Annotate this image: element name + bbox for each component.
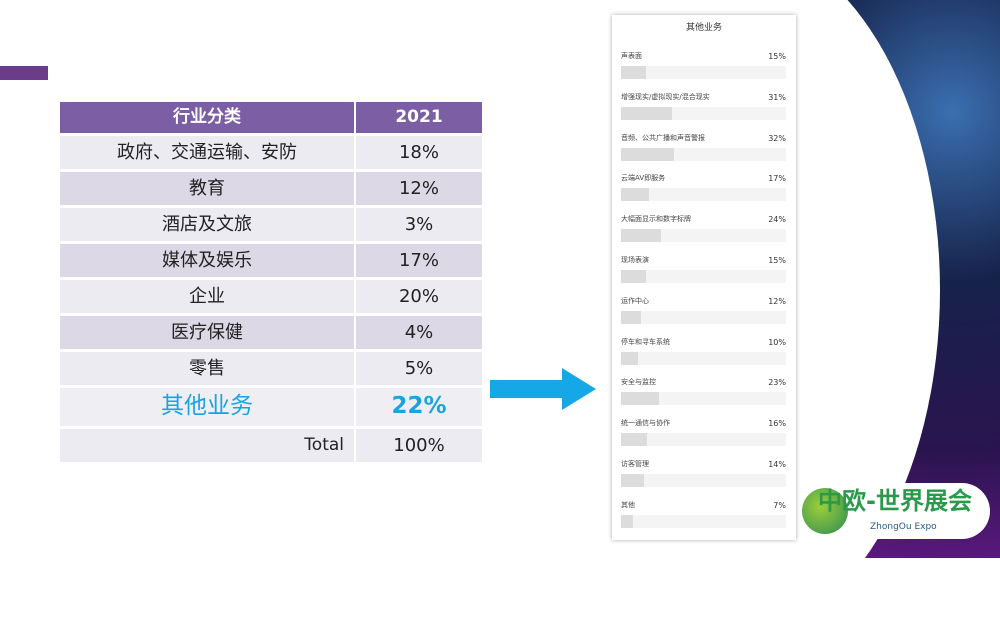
bar-track [621, 310, 786, 324]
bar-label: 安全与监控 [621, 378, 656, 387]
bar-item: 增强现实/虚拟现实/混合现实 31% [621, 93, 786, 125]
bar-fill [621, 351, 638, 365]
bar-label: 音频、公共广播和声音警报 [621, 133, 705, 142]
bar-label: 声表面 [621, 52, 642, 60]
bar-item: 运作中心 12% [621, 297, 786, 329]
value-cell: 5% [356, 352, 484, 385]
bar-fill [621, 310, 641, 324]
bar-fill [621, 270, 646, 283]
bar-track [621, 229, 786, 243]
industry-table: 行业分类 2021 政府、交通运输、安防 18% 教育 12% 酒店及文旅 3% 媒体及娱乐… [60, 99, 484, 465]
logo: 中欧-世界展会 ZhongOu Expo [800, 483, 990, 539]
table-row: 教育 12% [60, 172, 484, 205]
bar-label: 云端AV即服务 [621, 174, 666, 183]
bar-track [621, 474, 786, 487]
bar-label: 运作中心 [621, 296, 649, 305]
bar-item: 访客管理 14% [621, 460, 786, 492]
bar-label: 其他 [621, 500, 635, 509]
table-row-total: Total 100% [60, 429, 484, 462]
table-row-highlight: 其他业务 22% [60, 388, 484, 426]
header-year: 2021 [356, 102, 484, 133]
table-row: 医疗保健 4% [60, 316, 484, 349]
table-header: 行业分类 2021 [60, 102, 484, 133]
value-cell: 18% [356, 136, 484, 169]
category-cell: 政府、交通运输、安防 [60, 136, 356, 169]
bar-percent: 17% [768, 174, 786, 184]
bar-item: 其他 7% [621, 501, 786, 533]
bar-fill [621, 229, 661, 243]
bar-track [621, 392, 786, 406]
table-row: 酒店及文旅 3% [60, 208, 484, 241]
bar-track [621, 270, 786, 283]
table-row: 政府、交通运输、安防 18% [60, 136, 484, 169]
logo-text: 中欧-世界展会 [818, 487, 972, 515]
bar-percent: 15% [768, 256, 786, 265]
bar-fill [621, 188, 650, 202]
panel-title: 其他业务 [685, 23, 722, 33]
bar-label: 现场表演 [621, 256, 649, 264]
other-business-panel: 其他业务 声表面 15% 增强现实/虚拟现实/混合现实 31% 音频、公共广播和声音警报… [612, 15, 796, 540]
value-cell: 12% [356, 172, 484, 205]
bar-item: 声表面 15% [621, 52, 786, 84]
logo-subtext: ZhongOu Expo [870, 522, 937, 532]
bar-percent: 32% [768, 133, 786, 143]
category-cell: 企业 [60, 280, 356, 313]
bar-track [621, 188, 786, 202]
category-cell: 医疗保健 [60, 316, 356, 349]
category-cell: 酒店及文旅 [60, 208, 356, 241]
bar-item: 现场表演 15% [621, 256, 786, 288]
bar-label: 统一通信与协作 [621, 419, 670, 428]
bar-track [621, 351, 786, 365]
bar-fill [621, 147, 674, 161]
table-row: 企业 20% [60, 280, 484, 313]
globe-icon [802, 488, 848, 534]
bar-fill [621, 106, 673, 120]
header-category: 行业分类 [60, 102, 356, 133]
bar-label: 增强现实/虚拟现实/混合现实 [621, 92, 710, 101]
value-cell: 3% [356, 208, 484, 241]
table-row: 媒体及娱乐 17% [60, 244, 484, 277]
bar-track [621, 147, 786, 161]
arrow-right-icon [490, 368, 596, 410]
bar-percent: 15% [768, 52, 786, 61]
bar-track [621, 106, 786, 120]
bar-item: 停车和寻车系统 10% [621, 338, 786, 370]
bar-percent: 10% [768, 337, 786, 347]
bar-fill [621, 474, 645, 487]
bar-label: 大幅面显示和数字标牌 [621, 215, 691, 224]
bar-fill [621, 433, 648, 447]
category-cell: Total [60, 429, 356, 462]
bar-label: 访客管理 [621, 460, 649, 468]
category-cell: 媒体及娱乐 [60, 244, 356, 277]
value-cell: 4% [356, 316, 484, 349]
bar-percent: 23% [768, 378, 786, 388]
bar-fill [621, 514, 633, 528]
bar-track [621, 433, 786, 447]
bar-percent: 7% [773, 500, 786, 510]
bar-item: 安全与监控 23% [621, 378, 786, 410]
bar-item: 大幅面显示和数字标牌 24% [621, 215, 786, 247]
bar-percent: 16% [768, 419, 786, 429]
bar-percent: 31% [768, 92, 786, 102]
bar-fill [621, 392, 659, 406]
accent-bar [0, 66, 48, 80]
bar-item: 云端AV即服务 17% [621, 174, 786, 206]
bar-track [621, 66, 786, 79]
value-cell: 20% [356, 280, 484, 313]
bar-track [621, 514, 786, 528]
value-cell: 17% [356, 244, 484, 277]
category-cell: 教育 [60, 172, 356, 205]
bar-percent: 12% [768, 296, 786, 306]
bar-item: 音频、公共广播和声音警报 32% [621, 134, 786, 166]
table-row: 零售 5% [60, 352, 484, 385]
bar-percent: 24% [768, 215, 786, 225]
category-cell: 零售 [60, 352, 356, 385]
bar-fill [621, 66, 646, 79]
value-cell: 22% [356, 388, 484, 426]
bar-item: 统一通信与协作 16% [621, 419, 786, 451]
bar-percent: 14% [768, 460, 786, 469]
category-cell: 其他业务 [60, 388, 356, 426]
bar-label: 停车和寻车系统 [621, 337, 670, 346]
value-cell: 100% [356, 429, 484, 462]
